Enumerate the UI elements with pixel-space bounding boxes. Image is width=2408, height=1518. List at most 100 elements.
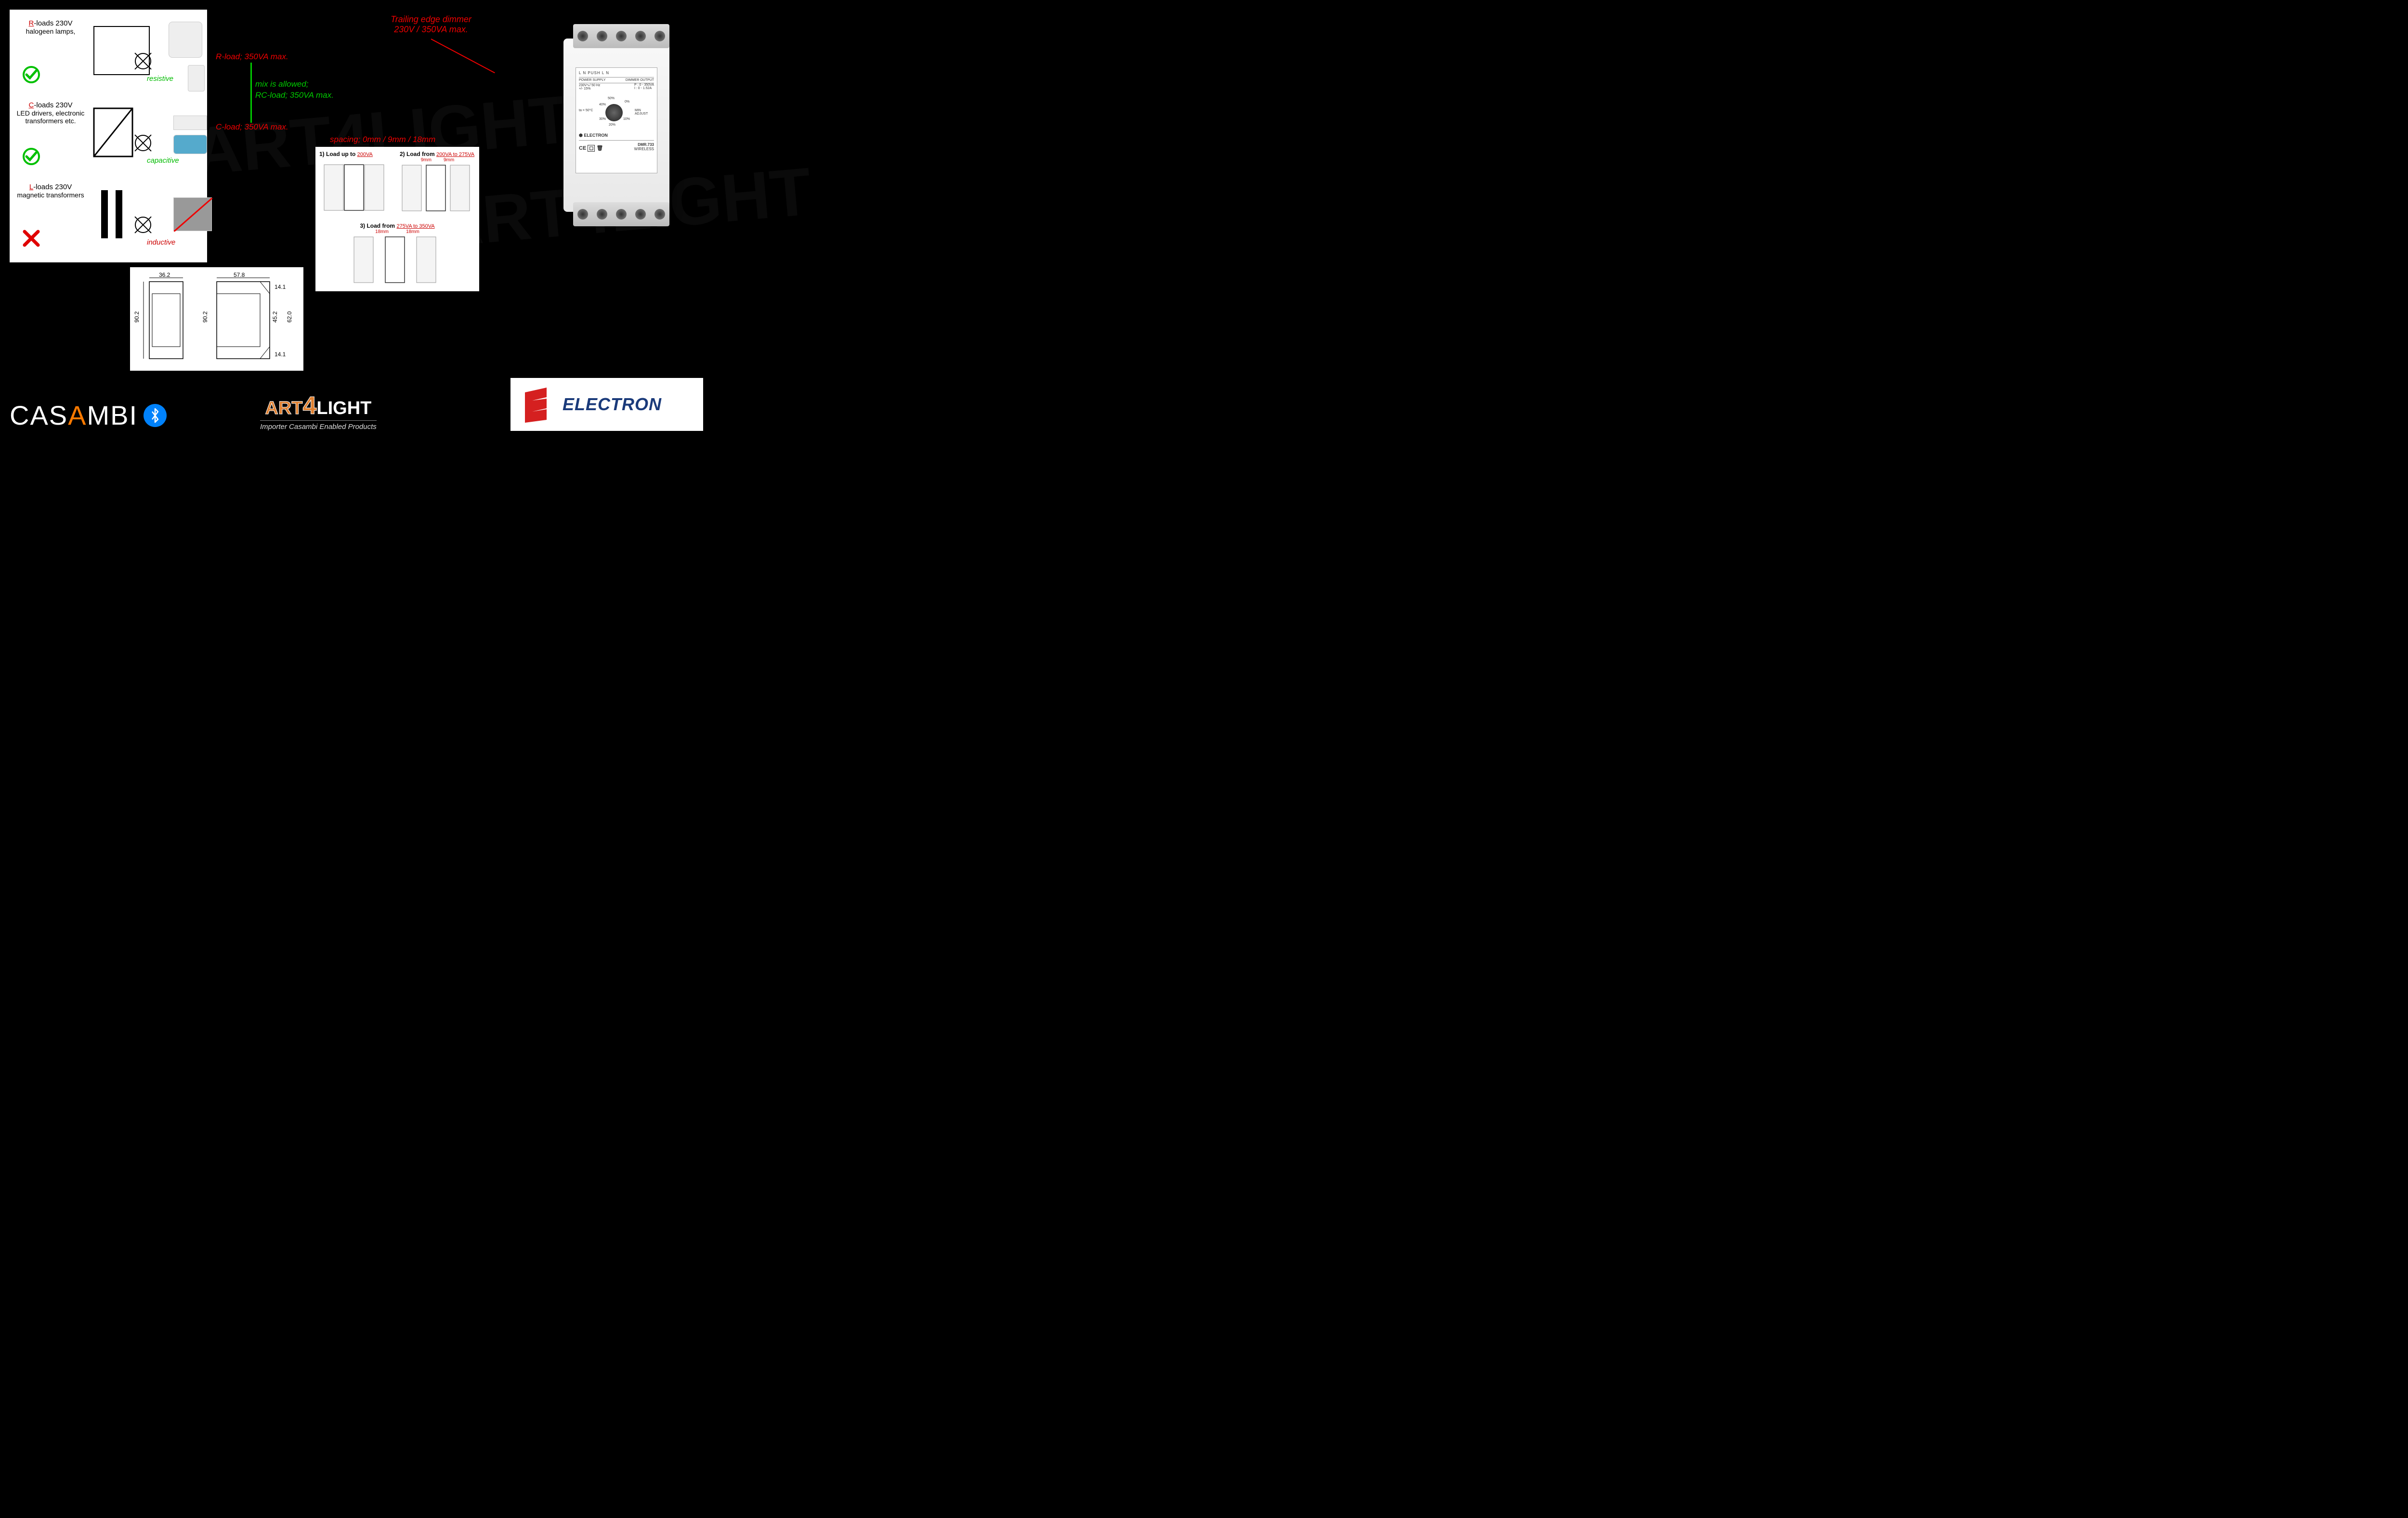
l-subtitle: magnetic transformers bbox=[14, 191, 87, 199]
lamp-icon bbox=[135, 217, 151, 233]
gu10-bulb-photo bbox=[169, 22, 202, 58]
load-types-panel: R-loads 230V halogeen lamps, resistive C… bbox=[10, 10, 207, 262]
bottom-terminals bbox=[573, 202, 669, 226]
device-title: Trailing edge dimmer 230V / 350VA max. bbox=[371, 14, 491, 35]
c-subtitle: LED drivers, electronic transformers etc… bbox=[14, 109, 87, 125]
case3-gap-l: 18mm bbox=[375, 229, 389, 234]
c-suffix: -loads 230V bbox=[34, 101, 72, 109]
spacing-case-2: 2) Load from 200VA to 275VA 9mm 9mm bbox=[400, 151, 475, 221]
dim-width-side: 57.8 bbox=[234, 272, 245, 278]
face-p-rating: P : 0 - 350VA bbox=[634, 83, 654, 87]
face-min-adjust: MIN ADJUST bbox=[635, 109, 654, 116]
case3-gap-r: 18mm bbox=[406, 229, 419, 234]
face-i-rating: I : 0 - 1.52A bbox=[634, 87, 654, 90]
l-type-label: inductive bbox=[147, 238, 175, 247]
r-type-label: resistive bbox=[147, 75, 173, 83]
bluetooth-icon bbox=[144, 404, 167, 427]
a4l-4: 4 bbox=[302, 392, 316, 420]
r-prefix: R bbox=[29, 19, 34, 27]
face-brand: ELECTRON bbox=[584, 133, 608, 138]
r-load-title: R-loads 230V bbox=[14, 19, 87, 27]
l-load-title: L-loads 230V bbox=[14, 183, 87, 191]
case1-title: 1) Load up to bbox=[319, 151, 355, 157]
dim-side-bot: 14.1 bbox=[275, 351, 286, 358]
lamp-icon bbox=[135, 135, 151, 151]
cross-icon bbox=[22, 229, 41, 248]
c-load-rating: C-load; 350VA max. bbox=[216, 122, 288, 132]
dim-side-mid: 45.2 bbox=[272, 311, 278, 323]
spacing-diagram-2 bbox=[400, 163, 474, 213]
dimensions-drawing: 36.2 90.2 57.8 14.1 14.1 45.2 62.0 90.2 bbox=[130, 267, 303, 371]
a4l-art: ART bbox=[265, 398, 302, 418]
case2-title: 2) Load from bbox=[400, 151, 435, 157]
mix-allowed-2: RC-load; 350VA max. bbox=[255, 91, 334, 100]
dial-10: 10% bbox=[623, 117, 630, 121]
magnetic-transformer-photo bbox=[173, 197, 212, 231]
l-prefix: L bbox=[29, 183, 33, 191]
c-type-label: capacitive bbox=[147, 156, 179, 165]
electronic-transformer-photo bbox=[173, 135, 207, 154]
device-body: L N PUSH L N POWER SUPPLY DIMMER OUTPUT … bbox=[563, 39, 669, 212]
checkmark-icon bbox=[22, 147, 41, 166]
dial-50: 50% bbox=[608, 97, 615, 100]
casambi-logo: CASAMBI bbox=[10, 400, 167, 431]
spacing-case-3: 3) Load from 275VA to 350VA 18mm 18mm bbox=[319, 222, 475, 285]
dimensions-panel: 36.2 90.2 57.8 14.1 14.1 45.2 62.0 90.2 bbox=[130, 267, 303, 371]
spacing-diagram-3 bbox=[349, 234, 445, 285]
checkmark-icon bbox=[22, 65, 41, 84]
device-face-label: L N PUSH L N POWER SUPPLY DIMMER OUTPUT … bbox=[576, 67, 657, 173]
face-wireless: WIRELESS bbox=[634, 147, 654, 151]
dim-height-2: 90.2 bbox=[202, 311, 209, 323]
mix-bracket-line bbox=[250, 63, 252, 123]
case2-gap-r: 9mm bbox=[444, 157, 454, 163]
dial-0: 0% bbox=[625, 100, 629, 104]
top-terminals bbox=[573, 24, 669, 48]
face-terminals: L N PUSH L N bbox=[579, 71, 654, 75]
logo-row: CASAMBI ART4LIGHT Importer Casambi Enabl… bbox=[0, 383, 722, 441]
dim-side-top: 14.1 bbox=[275, 284, 286, 290]
g9-bulb-photo bbox=[188, 65, 205, 91]
c-prefix: C bbox=[29, 101, 34, 109]
dial-40: 40% bbox=[599, 103, 606, 106]
dial-20: 20% bbox=[609, 123, 615, 127]
face-model: DMR.733 bbox=[634, 143, 654, 147]
device-pointer-line bbox=[431, 39, 495, 73]
dim-width-front: 36.2 bbox=[159, 272, 170, 278]
face-tolerance: +/- 15% bbox=[579, 87, 600, 91]
mix-allowed-1: mix is allowed; bbox=[255, 79, 309, 89]
min-adjust-dial[interactable] bbox=[605, 104, 623, 121]
electron-logo: ELECTRON bbox=[510, 378, 703, 431]
spacing-header: spacing; 0mm / 9mm / 18mm bbox=[330, 135, 435, 144]
electron-text: ELECTRON bbox=[563, 394, 662, 415]
c-load-title: C-loads 230V bbox=[14, 101, 87, 109]
r-load-block: R-loads 230V halogeen lamps, resistive bbox=[14, 19, 202, 96]
device-title-l1: Trailing edge dimmer bbox=[371, 14, 491, 25]
a4l-light: LIGHT bbox=[316, 398, 371, 418]
case3-title: 3) Load from bbox=[360, 222, 395, 229]
dim-height-1: 90.2 bbox=[133, 311, 140, 323]
case2-gap-l: 9mm bbox=[421, 157, 432, 163]
lamp-icon bbox=[135, 53, 151, 69]
case1-value: 200VA bbox=[357, 152, 373, 157]
led-driver-photo bbox=[173, 116, 207, 130]
dial-30: 30% bbox=[599, 117, 606, 121]
device-title-l2: 230V / 350VA max. bbox=[371, 25, 491, 35]
r-suffix: -loads 230V bbox=[34, 19, 72, 27]
art4light-logo: ART4LIGHT Importer Casambi Enabled Produ… bbox=[260, 391, 377, 431]
c-load-block: C-loads 230V LED drivers, electronic tra… bbox=[14, 101, 202, 178]
l-suffix: -loads 230V bbox=[33, 183, 72, 191]
r-load-rating: R-load; 350VA max. bbox=[216, 52, 288, 62]
l-load-block: L-loads 230V magnetic transformers induc… bbox=[14, 183, 202, 260]
spacing-diagram-1 bbox=[319, 157, 394, 215]
face-voltage: 230V∿/ 50 Hz bbox=[579, 83, 600, 87]
case3-range: 275VA to 350VA bbox=[396, 223, 434, 229]
dim-depth: 62.0 bbox=[286, 311, 293, 323]
electron-mark-icon bbox=[520, 385, 554, 424]
a4l-subtitle: Importer Casambi Enabled Products bbox=[260, 420, 377, 431]
dimmer-device: L N PUSH L N POWER SUPPLY DIMMER OUTPUT … bbox=[559, 10, 674, 241]
r-subtitle: halogeen lamps, bbox=[14, 27, 87, 35]
face-power-supply: POWER SUPPLY bbox=[579, 78, 606, 82]
ce-mark: CE bbox=[579, 145, 586, 151]
face-temp: ta = 50°C bbox=[579, 109, 593, 112]
spacing-case-1: 1) Load up to 200VA bbox=[319, 151, 395, 221]
